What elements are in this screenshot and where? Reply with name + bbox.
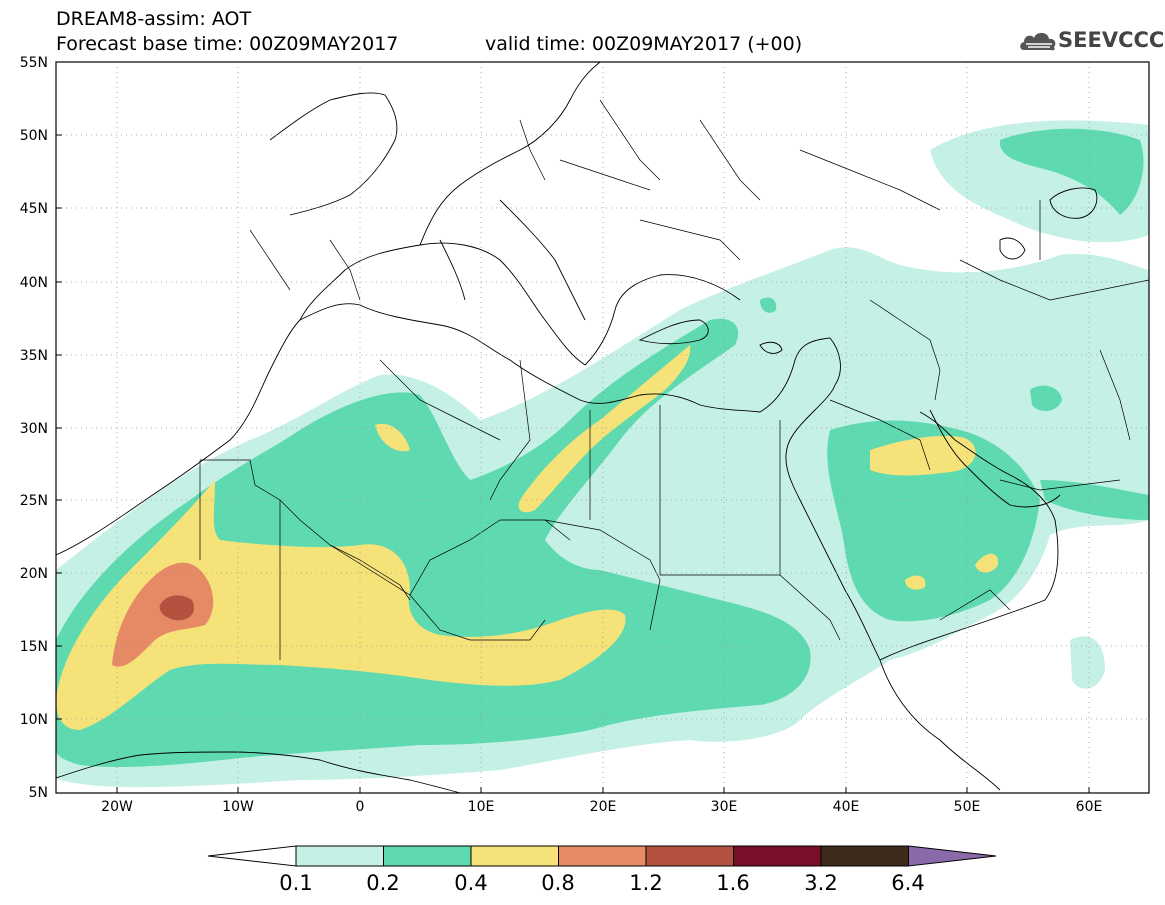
colorbar-label-3.2: 3.2	[804, 871, 838, 895]
lat-label-15n: 15N	[19, 639, 48, 655]
lon-label-60e: 60E	[1075, 799, 1103, 815]
lon-label-20e: 20E	[589, 799, 617, 815]
country-borders	[199, 99, 1149, 660]
colorbar-bin-0.4-0.8	[470, 845, 559, 867]
colorbar-bin-0.1-0.2	[295, 845, 384, 867]
graticule	[56, 62, 1149, 793]
lat-label-30n: 30N	[19, 421, 48, 437]
lat-label-50n: 50N	[19, 128, 48, 144]
lat-label-40n: 40N	[19, 275, 48, 291]
valid-time: valid time: 00Z09MAY2017 (+00)	[485, 33, 803, 55]
colorbar-bin-0.8-1.2	[558, 845, 647, 867]
colorbar-bin-1.2-1.6	[645, 845, 734, 867]
lon-label-20w: 20W	[101, 799, 133, 815]
map-title: DREAM8-assim: AOT	[56, 8, 252, 30]
colorbar-label-0.2: 0.2	[366, 871, 400, 895]
colorbar	[207, 845, 997, 867]
lon-label-40e: 40E	[832, 799, 860, 815]
colorbar-left-arrow	[207, 845, 297, 867]
lat-label-20n: 20N	[19, 566, 48, 582]
coastlines	[56, 62, 1098, 793]
lat-label-10n: 10N	[19, 712, 48, 728]
colorbar-right-arrow	[908, 845, 997, 867]
colorbar-label-1.2: 1.2	[629, 871, 663, 895]
lat-label-45n: 45N	[19, 201, 48, 217]
cloud-logo-icon	[1020, 32, 1056, 51]
lon-label-10e: 10E	[467, 799, 495, 815]
axis-ticks	[56, 134, 1090, 793]
colorbar-bin-1.6-3.2	[733, 845, 822, 867]
colorbar-bin-0.2-0.4	[383, 845, 472, 867]
lon-label-50e: 50E	[953, 799, 981, 815]
lat-label-55n: 55N	[19, 55, 48, 71]
lon-label-10w: 10W	[222, 799, 254, 815]
colorbar-label-0.4: 0.4	[454, 871, 488, 895]
colorbar-label-6.4: 6.4	[891, 871, 925, 895]
lat-label-5n: 5N	[28, 785, 48, 801]
lat-label-35n: 35N	[19, 348, 48, 364]
lat-label-25n: 25N	[19, 493, 48, 509]
colorbar-label-0.8: 0.8	[541, 871, 575, 895]
colorbar-label-0.1: 0.1	[279, 871, 313, 895]
forecast-base-time: Forecast base time: 00Z09MAY2017	[56, 33, 399, 55]
colorbar-bin-3.2-6.4	[820, 845, 909, 867]
logo-text: SEEVCCC	[1058, 28, 1165, 52]
lon-label-0: 0	[355, 799, 365, 815]
colorbar-label-1.6: 1.6	[716, 871, 750, 895]
lon-label-30e: 30E	[710, 799, 738, 815]
